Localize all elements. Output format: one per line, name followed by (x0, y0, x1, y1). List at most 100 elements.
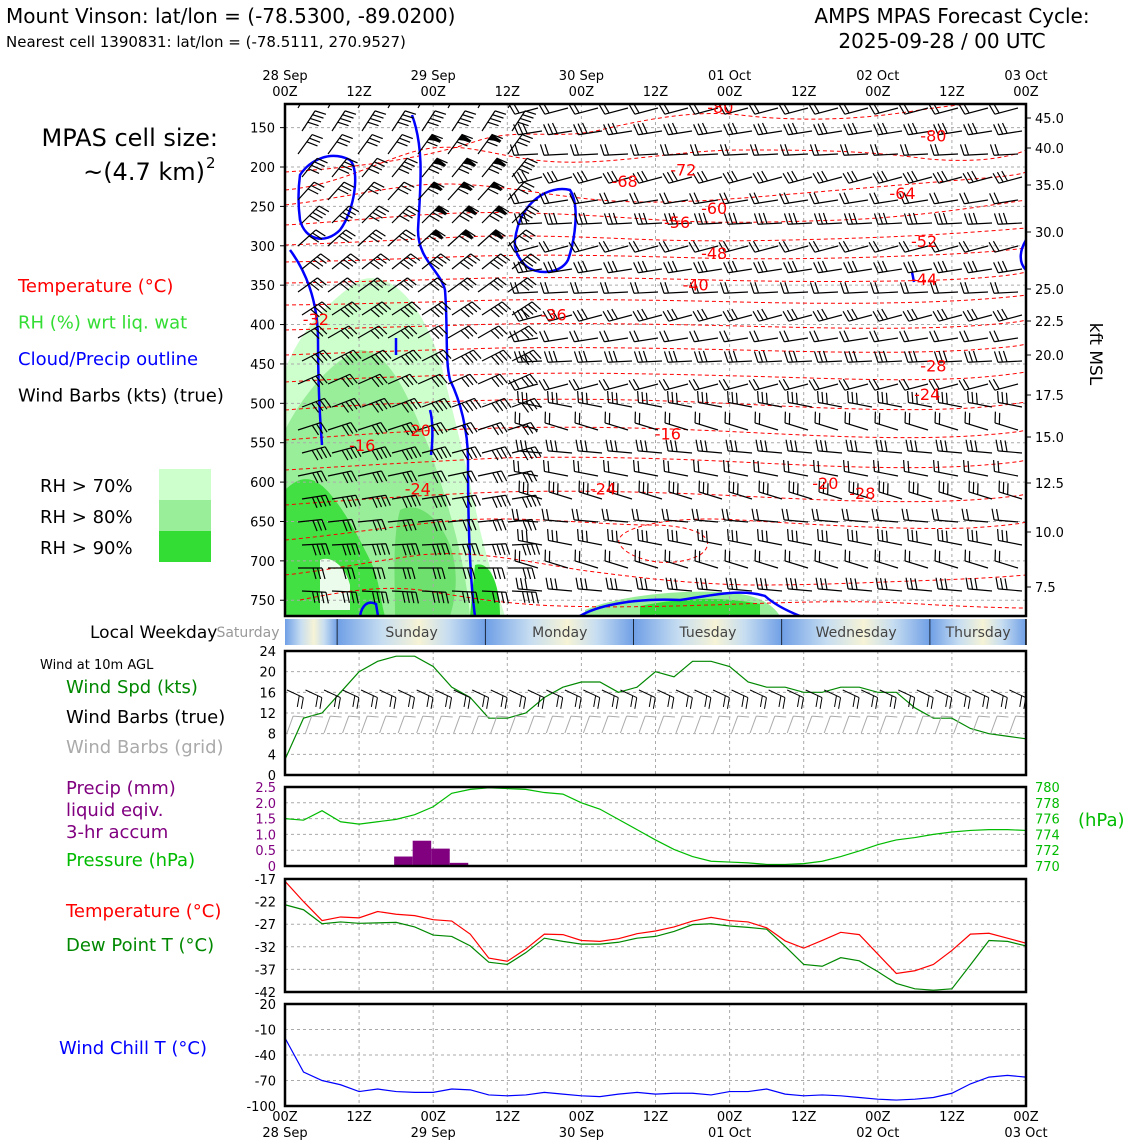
height-tick-label: 45.0 (1035, 112, 1064, 127)
wind-barb (447, 373, 478, 388)
wind-barb (962, 460, 989, 477)
wind-barb (934, 715, 953, 734)
wind-barb (387, 277, 417, 293)
wind-barb (546, 529, 573, 546)
wind-barb (993, 212, 1023, 225)
wind-barb (331, 253, 361, 270)
wind-barb (936, 391, 963, 408)
wind-barb (447, 181, 475, 201)
wind-barb (564, 715, 583, 734)
wind-barb (509, 144, 539, 156)
wind-barb (331, 301, 362, 318)
wind-barb (629, 192, 659, 205)
wind-barb (447, 134, 473, 155)
wind-barb (599, 330, 629, 343)
legend-entry: RH (%) wrt liq. wat (18, 313, 187, 334)
wind-barb (871, 508, 899, 523)
wind-barb (992, 460, 1019, 477)
wind-barb (323, 689, 341, 709)
wind-barb (988, 240, 1019, 253)
pressure-tick-label: 150 (250, 122, 275, 137)
bottom-date-label: 02 Oct (856, 1126, 899, 1140)
cross-section-panel: -80 -80 -72 -68 -64 -60 -56 -52 -48 -44 -40 -36 -32 -… (283, 102, 1028, 618)
wind-barb (662, 170, 693, 184)
wind-barb (818, 480, 843, 500)
wind-barb (327, 518, 357, 532)
y-tick-label: 1.0 (255, 828, 276, 843)
wind-barb (752, 460, 779, 477)
wind-barb (755, 439, 783, 454)
pressure-tick-label: 200 (250, 161, 275, 176)
wind-barb (963, 350, 993, 363)
wind-barb (692, 170, 723, 184)
wind-barb (357, 229, 386, 247)
wind-barb (841, 508, 869, 523)
y-tick-label: -70 (255, 1075, 276, 1090)
isotherm-label: -28 (849, 484, 875, 503)
nearest-cell-info: Nearest cell 1390831: lat/lon = (-78.511… (6, 33, 406, 51)
wind-barb (842, 460, 869, 477)
wind-barb (693, 212, 723, 225)
wind-barb (932, 308, 963, 322)
wind-barb (301, 205, 330, 224)
isotherm-label: -20 (405, 421, 431, 440)
isotherm-label: -28 (920, 357, 946, 376)
wind-barb (932, 170, 963, 184)
wind-barb (839, 330, 869, 343)
wind-barb (902, 170, 933, 184)
pressure-tick-label: 772 (1035, 844, 1060, 859)
wind-barb (782, 460, 809, 477)
wind-barb (417, 325, 448, 339)
pressure-line (284, 787, 1027, 866)
wind-barb (779, 192, 809, 205)
wind-barb (507, 181, 535, 201)
wind-barb (421, 110, 447, 132)
weekday-label: Wednesday (816, 625, 897, 641)
wind-barb (361, 397, 392, 413)
wind-barb (928, 378, 959, 391)
wind-barb (421, 590, 449, 604)
wind-barb (968, 480, 993, 500)
wind-barb (421, 397, 452, 413)
wind-barb (691, 508, 719, 523)
wind-barb (658, 378, 689, 391)
wind-barb (874, 549, 899, 569)
rh-threshold-swatch (159, 500, 211, 531)
wind-barb (514, 549, 539, 569)
wind-barb (843, 350, 873, 363)
wind-barb (778, 378, 809, 391)
wind-barb (916, 715, 935, 734)
wind-barb (712, 715, 731, 734)
wind-barb (518, 480, 543, 500)
wind-barb (511, 590, 539, 604)
wind-barb (808, 240, 839, 253)
wind-barb (447, 518, 477, 532)
wind-barb (805, 715, 824, 734)
wind-barb (813, 260, 843, 274)
wind-barb (301, 110, 327, 132)
wind-barb (572, 460, 599, 477)
wind-barb (996, 391, 1023, 408)
wind-barb (782, 308, 813, 322)
isotherm-contours (285, 104, 1026, 609)
wind-barb (509, 689, 527, 709)
wind-barb (873, 212, 903, 225)
wind-barb (719, 144, 749, 156)
wind-barb (421, 349, 452, 366)
bottom-hour-label: 12Z (939, 1110, 965, 1125)
wind-barb (391, 397, 422, 413)
wind-barb (902, 460, 929, 477)
wind-barb (783, 260, 813, 274)
y-tick-label: 0 (268, 769, 276, 784)
wind-barb (805, 689, 823, 709)
height-tick-label: 7.5 (1035, 581, 1056, 596)
wind-barb (629, 282, 659, 294)
wind-barb (629, 330, 659, 343)
wind-barb (869, 282, 899, 294)
wind-barb (387, 229, 416, 247)
wind-barb (842, 715, 861, 734)
wind-barb (843, 260, 873, 274)
wind-barb (543, 350, 573, 363)
wind-barb (342, 689, 360, 709)
y-tick-label: 4 (268, 748, 276, 763)
